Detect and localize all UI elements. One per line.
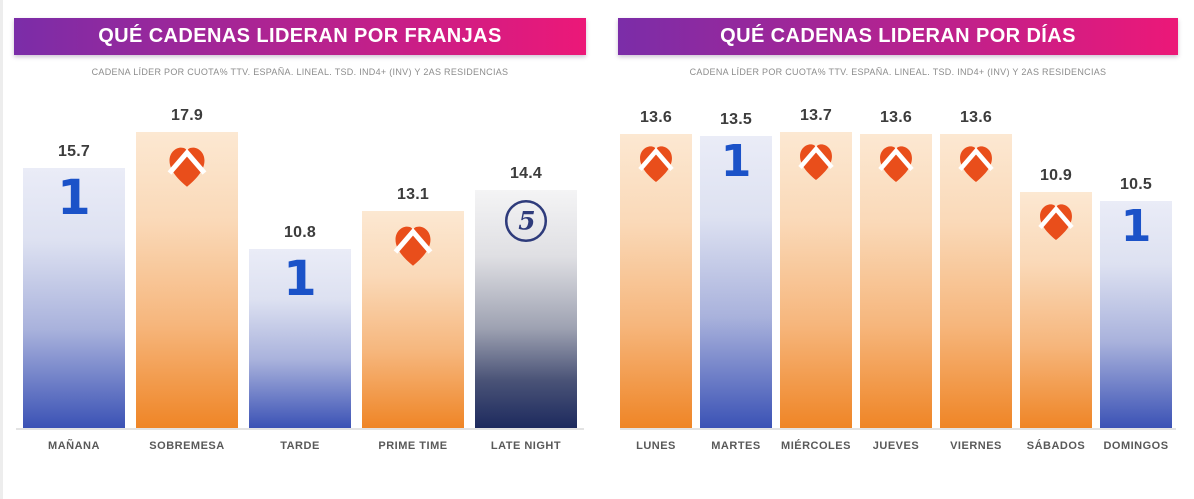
bar-value-label: 17.9 — [171, 107, 203, 125]
la1-logo-glyph: 1 — [1120, 201, 1152, 252]
chart-dias-axis-line — [620, 428, 1176, 430]
antena3-logo-icon — [164, 144, 210, 195]
chart-franjas-bars: 15.7 1 MAÑANA 17.9 SOBREMESA 10.8 1 TARDE 13.1 PR… — [23, 107, 577, 453]
la1-logo-glyph: 1 — [283, 251, 317, 307]
bar-category-label: PRIME TIME — [378, 440, 448, 452]
bar: 1 — [23, 168, 125, 428]
bar-value-label: 15.7 — [58, 143, 90, 161]
bar-value-label: 14.4 — [510, 165, 542, 183]
chart-dias: QUÉ CADENAS LIDERAN POR DÍAS CADENA LÍDE… — [618, 18, 1178, 481]
bar — [780, 132, 852, 428]
bar-category-label: MARTES — [711, 440, 761, 452]
bar-column: 13.6 VIERNES — [940, 109, 1012, 453]
la1-logo-glyph: 1 — [720, 136, 752, 187]
bar-category-label: MIÉRCOLES — [781, 440, 851, 452]
antena3-logo-icon — [390, 223, 436, 274]
chart-dias-bars: 13.6 LUNES 13.5 1 MARTES 13.7 MIÉRCOLES 13.6 JUE… — [620, 107, 1172, 453]
bar-column: 15.7 1 MAÑANA — [23, 143, 125, 453]
svg-text:5: 5 — [518, 207, 535, 236]
chart-franjas-subtitle: CADENA LÍDER POR CUOTA% TTV. ESPAÑA. LIN… — [91, 67, 509, 77]
bar-category-label: SÁBADOS — [1026, 440, 1086, 452]
antena3-logo-icon — [635, 143, 677, 190]
chart-franjas-title: QUÉ CADENAS LIDERAN POR FRANJAS — [98, 25, 502, 47]
la1-logo-icon: 1 — [283, 255, 316, 303]
bar — [940, 134, 1012, 428]
la1-logo-glyph: 1 — [57, 170, 91, 226]
bar: 1 — [1100, 201, 1172, 428]
bar — [620, 134, 692, 428]
screenshot-edge-strip — [0, 0, 3, 499]
bar-column: 13.6 JUEVES — [860, 109, 932, 453]
la1-logo-icon: 1 — [721, 140, 752, 184]
antena3-logo-icon — [795, 141, 837, 188]
bar-category-label: VIERNES — [950, 440, 1002, 452]
antena3-logo-icon — [955, 143, 997, 190]
la1-logo-icon: 1 — [57, 174, 90, 222]
bar-category-label: SOBREMESA — [149, 440, 225, 452]
bar-column: 17.9 SOBREMESA — [136, 107, 238, 453]
bar: 1 — [700, 136, 772, 428]
chart-dias-title: QUÉ CADENAS LIDERAN POR DÍAS — [720, 25, 1076, 47]
bar — [136, 132, 238, 428]
bar-column: 13.5 1 MARTES — [700, 111, 772, 453]
antena3-logo-icon — [1035, 201, 1077, 248]
bar-column: 14.4 5 LATE NIGHT — [475, 165, 577, 453]
chart-dias-header: QUÉ CADENAS LIDERAN POR DÍAS — [618, 18, 1178, 55]
chart-dias-subtitle: CADENA LÍDER POR CUOTA% TTV. ESPAÑA. LIN… — [689, 67, 1107, 77]
bar-category-label: LATE NIGHT — [490, 440, 562, 452]
bar: 1 — [249, 249, 351, 428]
la1-logo-icon: 1 — [1121, 205, 1152, 249]
bar-category-label: JUEVES — [872, 440, 920, 452]
bar-column: 10.8 1 TARDE — [249, 224, 351, 453]
bar-category-label: TARDE — [280, 440, 320, 452]
bar-value-label: 10.9 — [1040, 167, 1072, 185]
bar-value-label: 13.5 — [720, 111, 752, 129]
bar-value-label: 10.8 — [284, 224, 316, 242]
bar-category-label: LUNES — [636, 440, 676, 452]
bar-value-label: 13.6 — [880, 109, 912, 127]
bar-column: 13.6 LUNES — [620, 109, 692, 453]
bar-value-label: 10.5 — [1120, 176, 1152, 194]
bar: 5 — [475, 190, 577, 428]
telecinco-logo-icon: 5 — [503, 198, 549, 249]
chart-franjas-header: QUÉ CADENAS LIDERAN POR FRANJAS — [14, 18, 586, 55]
bar-column: 13.7 MIÉRCOLES — [780, 107, 852, 453]
bar-value-label: 13.6 — [960, 109, 992, 127]
bar-column: 10.5 1 DOMINGOS — [1100, 176, 1172, 453]
bar-column: 10.9 SÁBADOS — [1020, 167, 1092, 453]
chart-franjas: QUÉ CADENAS LIDERAN POR FRANJAS CADENA L… — [14, 18, 586, 481]
bar-column: 13.1 PRIME TIME — [362, 186, 464, 453]
antena3-logo-icon — [875, 143, 917, 190]
bar-category-label: MAÑANA — [48, 440, 100, 452]
bar-value-label: 13.1 — [397, 186, 429, 204]
bar — [860, 134, 932, 428]
bar-value-label: 13.6 — [640, 109, 672, 127]
bar — [362, 211, 464, 428]
bar — [1020, 192, 1092, 428]
chart-franjas-axis-line — [16, 428, 584, 430]
bar-value-label: 13.7 — [800, 107, 832, 125]
bar-category-label: DOMINGOS — [1103, 440, 1169, 452]
